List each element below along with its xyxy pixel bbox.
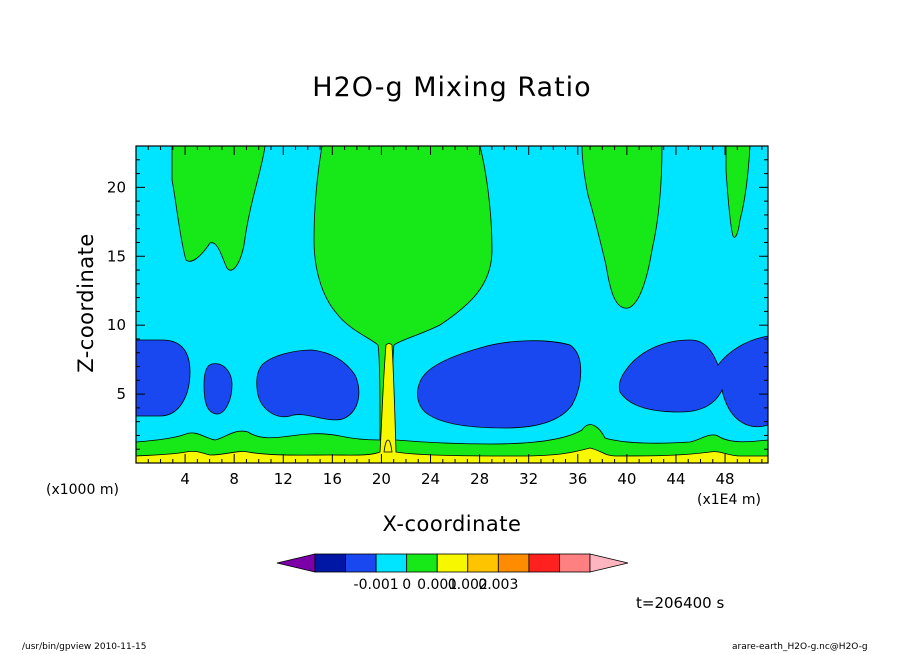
- x-tick-label: 36: [568, 470, 587, 488]
- colorbar-swatch: [436, 553, 469, 573]
- blue-region-1: [136, 339, 191, 417]
- footer-left: /usr/bin/gpview 2010-11-15: [22, 642, 147, 652]
- x-unit-right-label: (x1E4 m): [697, 492, 761, 508]
- colorbar-swatch: [375, 553, 408, 573]
- yellow-spike-orange: [383, 439, 393, 453]
- x-axis-label: X-coordinate: [382, 512, 522, 536]
- x-tick-label: 40: [617, 470, 636, 488]
- x-tick-label: 28: [470, 470, 489, 488]
- colorbar-label: 0.002: [448, 577, 488, 593]
- colorbar-swatch: [406, 553, 438, 573]
- y-tick-label: 5: [116, 385, 126, 403]
- x-tick-label: 48: [716, 470, 735, 488]
- x-tick-label: 4: [180, 470, 190, 488]
- green-plume-1: [171, 146, 266, 271]
- x-tick-label: 44: [666, 470, 685, 488]
- colorbar-swatch: [528, 553, 560, 573]
- blue-region-4: [417, 340, 582, 429]
- y-tick-label: 10: [107, 316, 126, 334]
- x-tick-label: 20: [372, 470, 391, 488]
- y-axis-label: Z-coordinate: [74, 233, 98, 373]
- footer-right: arare-earth_H2O-g.nc@H2O-g: [732, 642, 868, 652]
- colorbar-swatch: [497, 553, 530, 573]
- x-tick-label: 32: [519, 470, 538, 488]
- chart-title: H2O-g Mixing Ratio: [312, 72, 592, 103]
- y-tick-label: 15: [107, 247, 126, 265]
- colorbar-low-cap: [276, 553, 316, 573]
- y-tick-label: 20: [107, 178, 126, 196]
- x-tick-label: 8: [229, 470, 239, 488]
- colorbar-label: 0.001: [417, 577, 457, 593]
- colorbar-swatch: [559, 553, 591, 573]
- colorbar-swatch: [345, 553, 377, 573]
- x-tick-label: 16: [323, 470, 342, 488]
- blue-region-3: [256, 349, 360, 421]
- green-plume-4: [725, 146, 751, 238]
- x-tick-label: 12: [274, 470, 293, 488]
- green-plume-3: [581, 146, 663, 309]
- blue-region-5: [618, 335, 768, 428]
- colorbar-label: 0: [402, 577, 411, 593]
- yellow-bottom: [136, 343, 768, 463]
- colorbar-label: -0.001: [354, 577, 399, 593]
- plot-frame: [135, 145, 769, 464]
- x-tick-label: 24: [421, 470, 440, 488]
- colorbar-swatch: [314, 553, 346, 573]
- colorbar-high-cap: [589, 553, 629, 573]
- green-bottom: [136, 424, 768, 463]
- x-unit-left-label: (x1000 m): [46, 482, 119, 498]
- colorbar-label: 0.003: [478, 577, 518, 593]
- colorbar-swatch: [467, 553, 499, 573]
- time-label: t=206400 s: [636, 594, 725, 612]
- blue-region-2: [203, 363, 233, 415]
